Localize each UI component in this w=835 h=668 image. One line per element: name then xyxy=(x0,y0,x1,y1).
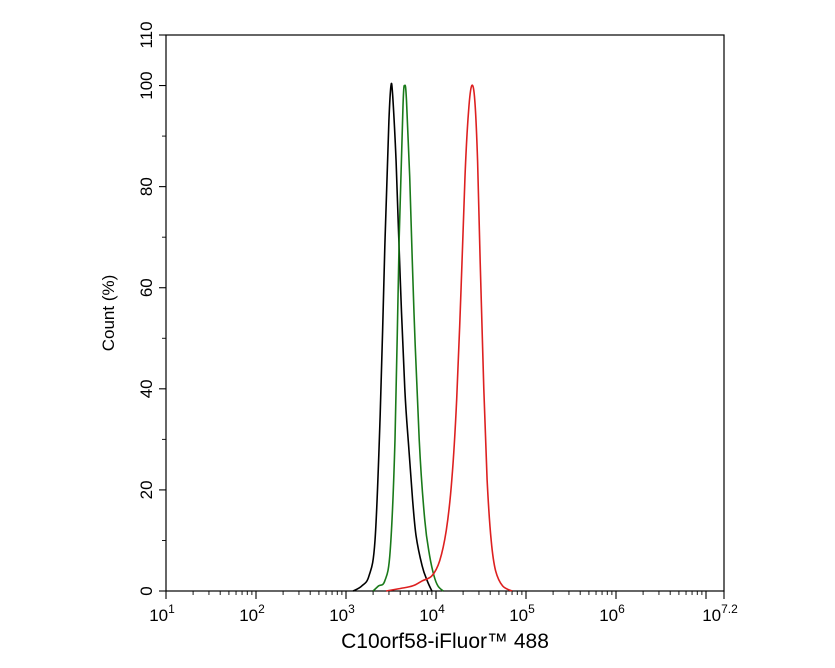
y-tick-label: 80 xyxy=(137,177,156,196)
series-layer xyxy=(352,82,513,592)
series-line-2 xyxy=(372,84,444,592)
y-tick-label: 0 xyxy=(137,586,156,595)
x-tick-label: 105 xyxy=(509,602,535,625)
x-tick-label: 102 xyxy=(239,602,265,625)
x-tick-label: 103 xyxy=(329,602,355,625)
x-axis-ticks: 101 102 103 104 105 106 107.2 xyxy=(149,591,738,625)
y-tick-label: 100 xyxy=(137,71,156,99)
y-tick-label: 60 xyxy=(137,278,156,297)
series-line-1 xyxy=(352,82,433,592)
x-tick-label: 101 xyxy=(149,602,175,625)
x-axis-label: C10orf58-iFluor™ 488 xyxy=(341,630,549,653)
x-tick-label: 107.2 xyxy=(702,602,738,625)
x-tick-label: 106 xyxy=(599,602,625,625)
y-axis-label: Count (%) xyxy=(99,275,118,352)
series-line-3 xyxy=(386,84,513,592)
x-tick-label: 104 xyxy=(419,602,445,625)
y-tick-label: 40 xyxy=(137,379,156,398)
y-axis-ticks: 0 20 40 60 80 100 110 xyxy=(137,21,166,596)
y-tick-label: 20 xyxy=(137,480,156,499)
plot-frame xyxy=(165,34,725,592)
y-tick-label: 110 xyxy=(137,21,156,48)
